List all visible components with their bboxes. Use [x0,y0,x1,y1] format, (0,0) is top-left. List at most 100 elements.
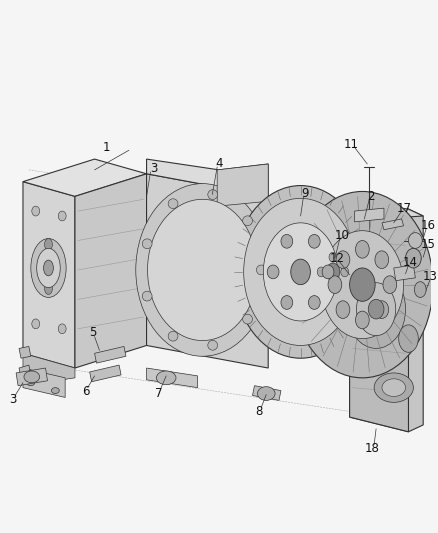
Ellipse shape [329,282,337,292]
Ellipse shape [45,239,53,251]
Ellipse shape [156,371,176,385]
Ellipse shape [317,267,325,277]
Text: 10: 10 [334,229,349,242]
Ellipse shape [27,380,35,386]
Ellipse shape [315,249,350,294]
Polygon shape [16,368,47,386]
Polygon shape [382,219,403,230]
Text: 3: 3 [150,163,157,175]
Ellipse shape [328,276,342,294]
Ellipse shape [148,199,258,341]
Polygon shape [315,201,423,221]
Ellipse shape [24,371,40,383]
Polygon shape [350,209,423,432]
Ellipse shape [383,276,397,294]
Polygon shape [217,164,268,206]
Ellipse shape [267,265,279,279]
Polygon shape [394,265,415,281]
Ellipse shape [336,251,350,269]
Ellipse shape [263,223,338,321]
Ellipse shape [356,240,369,258]
Text: 15: 15 [420,238,435,251]
Ellipse shape [168,332,178,341]
Ellipse shape [208,190,218,199]
Ellipse shape [43,260,53,276]
Polygon shape [253,386,281,400]
Polygon shape [19,365,31,378]
Ellipse shape [142,239,152,249]
Text: 18: 18 [365,442,380,455]
Polygon shape [147,174,268,368]
Polygon shape [147,159,268,196]
Text: 4: 4 [215,157,223,171]
Ellipse shape [308,296,320,309]
Ellipse shape [347,270,406,349]
Ellipse shape [281,235,293,248]
Ellipse shape [399,325,418,352]
Text: 2: 2 [367,190,375,203]
Ellipse shape [329,252,337,262]
Ellipse shape [409,233,422,248]
Text: 7: 7 [155,387,162,400]
Ellipse shape [32,319,40,329]
Ellipse shape [37,248,60,288]
Polygon shape [354,208,384,222]
Ellipse shape [58,211,66,221]
Ellipse shape [58,324,66,334]
Ellipse shape [256,265,266,275]
Ellipse shape [322,265,334,279]
Ellipse shape [356,311,369,329]
Text: 8: 8 [256,405,263,418]
Ellipse shape [350,268,375,301]
Polygon shape [23,353,75,381]
Ellipse shape [244,198,357,345]
Ellipse shape [375,251,389,269]
Text: 5: 5 [89,326,96,339]
Ellipse shape [45,268,53,280]
Ellipse shape [31,239,66,297]
Ellipse shape [243,216,252,225]
Ellipse shape [281,296,293,309]
Ellipse shape [336,301,350,318]
Ellipse shape [308,235,320,248]
Text: 1: 1 [102,141,110,154]
Ellipse shape [374,373,413,402]
Ellipse shape [305,237,360,307]
Ellipse shape [382,379,406,397]
Text: 11: 11 [344,138,359,151]
Polygon shape [75,174,147,368]
Ellipse shape [375,301,389,318]
Ellipse shape [357,282,396,336]
Polygon shape [95,346,126,363]
Text: 14: 14 [403,256,418,269]
Ellipse shape [326,263,340,281]
Ellipse shape [368,300,384,319]
Text: 16: 16 [420,219,436,232]
Ellipse shape [136,183,269,356]
Ellipse shape [414,282,426,297]
Polygon shape [147,368,198,387]
Text: 6: 6 [82,385,89,398]
Polygon shape [23,368,65,398]
Polygon shape [23,182,75,368]
Text: 9: 9 [302,187,309,200]
Polygon shape [350,221,409,432]
Ellipse shape [142,291,152,301]
Ellipse shape [168,199,178,208]
Ellipse shape [406,248,421,268]
Ellipse shape [234,185,367,358]
Text: 3: 3 [10,393,17,406]
Ellipse shape [32,206,40,216]
Text: 13: 13 [423,270,438,284]
Ellipse shape [292,191,433,378]
Ellipse shape [208,341,218,350]
Ellipse shape [321,231,403,338]
Ellipse shape [291,259,311,285]
Ellipse shape [51,387,59,393]
Text: 12: 12 [329,252,344,265]
Polygon shape [23,159,147,196]
Ellipse shape [341,267,349,277]
Polygon shape [19,346,31,358]
Ellipse shape [243,314,252,324]
Ellipse shape [45,282,53,294]
